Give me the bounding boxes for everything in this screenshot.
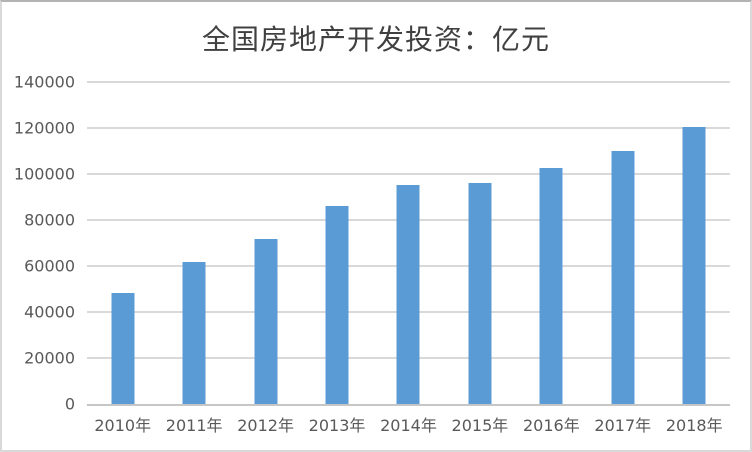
bar-2015年	[468, 183, 492, 404]
bar-column-2013年	[301, 82, 372, 404]
bar-2016年	[539, 168, 563, 404]
bar-column-2014年	[373, 82, 444, 404]
chart-title: 全国房地产开发投资：亿元	[201, 23, 550, 56]
bar-column-2018年	[659, 82, 730, 404]
y-axis-tick-labels: 0 20000 40000 60000 80000 100000 120000 140000	[2, 73, 75, 414]
x-axis-tick-labels: 2010年 2011年 2012年 2013年 2014年 2015年 2016年 2017年…	[87, 412, 730, 436]
bar-2014年	[396, 185, 420, 404]
x-tick-label: 2016年	[522, 416, 580, 435]
x-tick-label: 2013年	[308, 416, 366, 435]
x-tick-label: 2011年	[165, 416, 223, 435]
y-tick-label: 80000	[24, 210, 75, 230]
bar-2011年	[182, 261, 206, 404]
bar-column-2015年	[444, 82, 515, 404]
y-tick-label: 20000	[24, 348, 75, 368]
bar-2013年	[325, 206, 349, 404]
gridline-120000	[87, 127, 730, 129]
bar-column-2011年	[158, 82, 229, 404]
bar-2012年	[254, 238, 278, 404]
y-tick-label: 120000	[13, 118, 75, 138]
bar-2018年	[682, 127, 706, 404]
bar-series	[87, 82, 730, 404]
bar-column-2017年	[587, 82, 658, 404]
y-tick-label: 140000	[13, 72, 75, 92]
bar-column-2010年	[87, 82, 158, 404]
bar-column-2012年	[230, 82, 301, 404]
y-tick-label: 40000	[24, 302, 75, 322]
gridline-100000	[87, 173, 730, 175]
y-tick-label: 0	[64, 394, 75, 414]
x-tick-label: 2012年	[237, 416, 294, 435]
gridline-140000	[87, 81, 730, 83]
bar-2010年	[111, 293, 135, 404]
plot-area	[87, 81, 730, 406]
x-tick-label: 2015年	[451, 416, 509, 435]
x-tick-label: 2010年	[94, 416, 152, 435]
bar-column-2016年	[516, 82, 587, 404]
y-tick-label: 60000	[24, 256, 75, 276]
x-tick-label: 2017年	[594, 416, 652, 435]
y-tick-label: 100000	[13, 164, 75, 184]
x-tick-label: 2014年	[380, 416, 437, 435]
bar-2017年	[611, 151, 635, 404]
x-tick-label: 2018年	[665, 416, 723, 435]
